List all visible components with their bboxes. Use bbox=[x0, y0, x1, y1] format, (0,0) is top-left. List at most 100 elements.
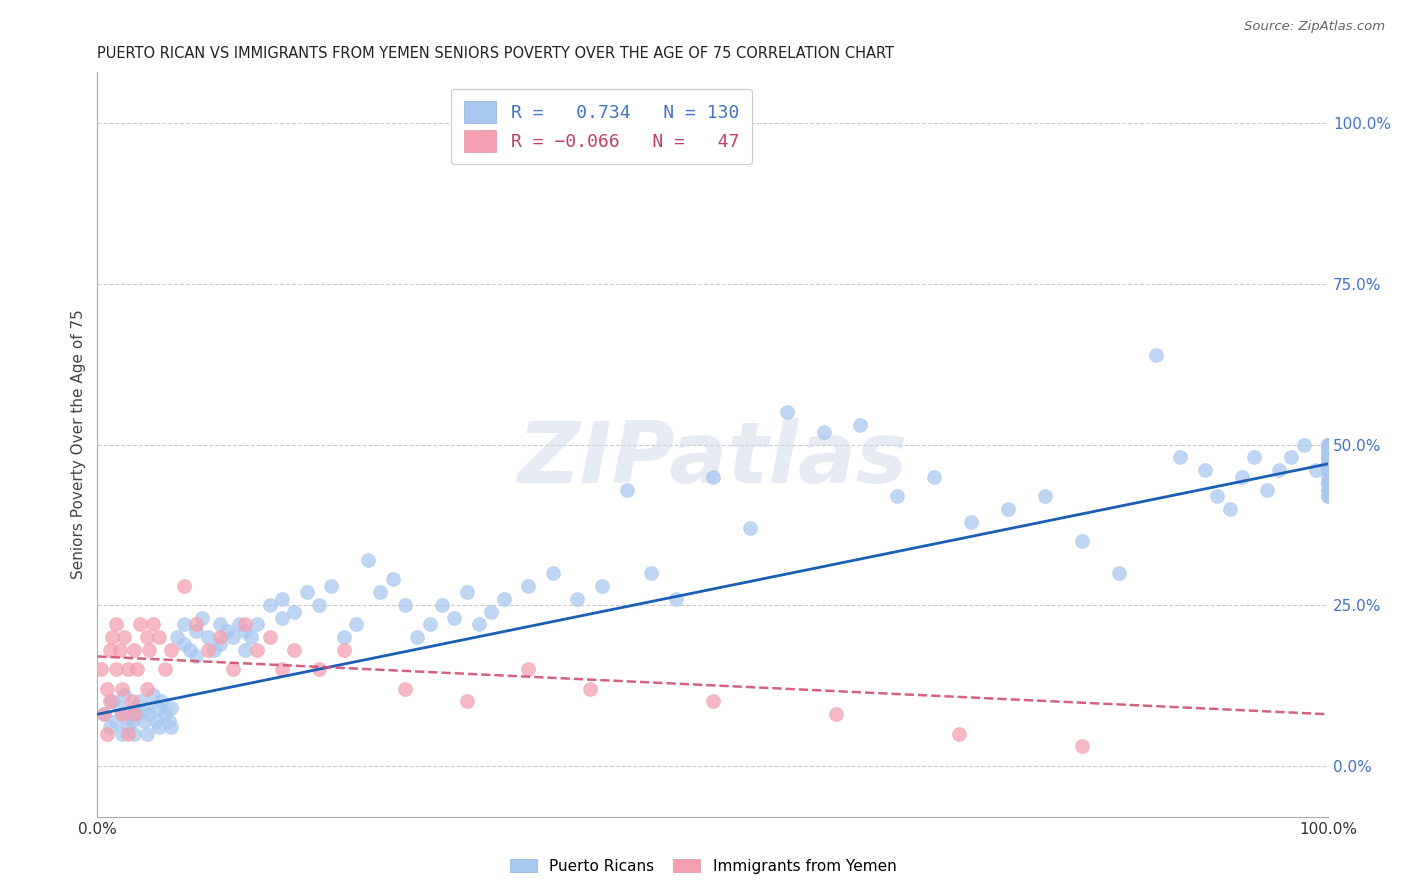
Point bbox=[96, 681, 118, 696]
Point bbox=[125, 662, 148, 676]
Point bbox=[517, 579, 540, 593]
Point bbox=[813, 425, 835, 439]
Point bbox=[1317, 463, 1340, 477]
Point bbox=[381, 573, 404, 587]
Point bbox=[246, 617, 269, 632]
Point bbox=[233, 617, 256, 632]
Point bbox=[135, 701, 157, 715]
Point bbox=[104, 662, 127, 676]
Point bbox=[1317, 457, 1340, 471]
Point bbox=[209, 630, 232, 644]
Point bbox=[1317, 444, 1340, 458]
Point bbox=[138, 707, 160, 722]
Point bbox=[150, 694, 173, 708]
Point bbox=[129, 617, 152, 632]
Point bbox=[117, 707, 139, 722]
Text: Source: ZipAtlas.com: Source: ZipAtlas.com bbox=[1244, 20, 1385, 33]
Point bbox=[93, 707, 115, 722]
Legend: Puerto Ricans, Immigrants from Yemen: Puerto Ricans, Immigrants from Yemen bbox=[503, 853, 903, 880]
Point bbox=[134, 714, 156, 728]
Point bbox=[321, 579, 343, 593]
Point bbox=[148, 720, 170, 734]
Point bbox=[125, 707, 148, 722]
Point bbox=[111, 681, 134, 696]
Point bbox=[922, 469, 945, 483]
Point bbox=[138, 643, 160, 657]
Point bbox=[849, 418, 872, 433]
Point bbox=[1317, 476, 1340, 491]
Point bbox=[665, 591, 688, 606]
Point bbox=[104, 617, 127, 632]
Point bbox=[1317, 450, 1340, 465]
Point bbox=[1317, 463, 1340, 477]
Point bbox=[101, 694, 124, 708]
Point bbox=[468, 617, 491, 632]
Point bbox=[197, 630, 219, 644]
Point bbox=[332, 630, 354, 644]
Point bbox=[738, 521, 761, 535]
Point bbox=[160, 643, 183, 657]
Point bbox=[591, 579, 613, 593]
Point bbox=[215, 624, 238, 638]
Point bbox=[173, 579, 195, 593]
Point bbox=[112, 688, 135, 702]
Point bbox=[394, 681, 416, 696]
Point bbox=[517, 662, 540, 676]
Point bbox=[578, 681, 600, 696]
Point bbox=[271, 591, 294, 606]
Point bbox=[443, 611, 465, 625]
Point bbox=[184, 649, 207, 664]
Point bbox=[1170, 450, 1192, 465]
Point bbox=[1317, 476, 1340, 491]
Point bbox=[173, 637, 195, 651]
Point bbox=[1317, 489, 1340, 503]
Point bbox=[184, 624, 207, 638]
Point bbox=[142, 688, 165, 702]
Point bbox=[1071, 533, 1094, 548]
Point bbox=[1279, 450, 1302, 465]
Point bbox=[153, 662, 176, 676]
Point bbox=[1108, 566, 1130, 580]
Point bbox=[124, 701, 146, 715]
Point bbox=[233, 643, 256, 657]
Point bbox=[541, 566, 564, 580]
Point bbox=[1317, 469, 1340, 483]
Point bbox=[1317, 450, 1340, 465]
Point bbox=[1194, 463, 1216, 477]
Point bbox=[108, 643, 131, 657]
Point bbox=[1317, 463, 1340, 477]
Point bbox=[259, 598, 281, 612]
Text: ZIPatlas: ZIPatlas bbox=[517, 418, 908, 501]
Point bbox=[145, 714, 167, 728]
Point bbox=[283, 605, 305, 619]
Point bbox=[160, 720, 183, 734]
Point bbox=[104, 714, 127, 728]
Point bbox=[202, 643, 225, 657]
Point bbox=[430, 598, 453, 612]
Point bbox=[640, 566, 662, 580]
Point bbox=[1317, 489, 1340, 503]
Point bbox=[1206, 489, 1229, 503]
Point bbox=[1317, 450, 1340, 465]
Point bbox=[166, 630, 188, 644]
Point bbox=[121, 714, 143, 728]
Point bbox=[1317, 444, 1340, 458]
Point bbox=[1317, 463, 1340, 477]
Point bbox=[148, 630, 170, 644]
Point bbox=[1305, 463, 1327, 477]
Point bbox=[702, 694, 724, 708]
Point bbox=[308, 598, 330, 612]
Point bbox=[117, 726, 139, 740]
Point bbox=[1317, 437, 1340, 451]
Point bbox=[406, 630, 429, 644]
Legend: R =   0.734   N = 130, R = −0.066   N =   47: R = 0.734 N = 130, R = −0.066 N = 47 bbox=[451, 88, 752, 164]
Point bbox=[222, 630, 245, 644]
Point bbox=[419, 617, 441, 632]
Point bbox=[98, 720, 121, 734]
Point bbox=[135, 630, 157, 644]
Point bbox=[124, 726, 146, 740]
Point bbox=[616, 483, 638, 497]
Point bbox=[129, 694, 152, 708]
Point bbox=[135, 726, 157, 740]
Point bbox=[98, 643, 121, 657]
